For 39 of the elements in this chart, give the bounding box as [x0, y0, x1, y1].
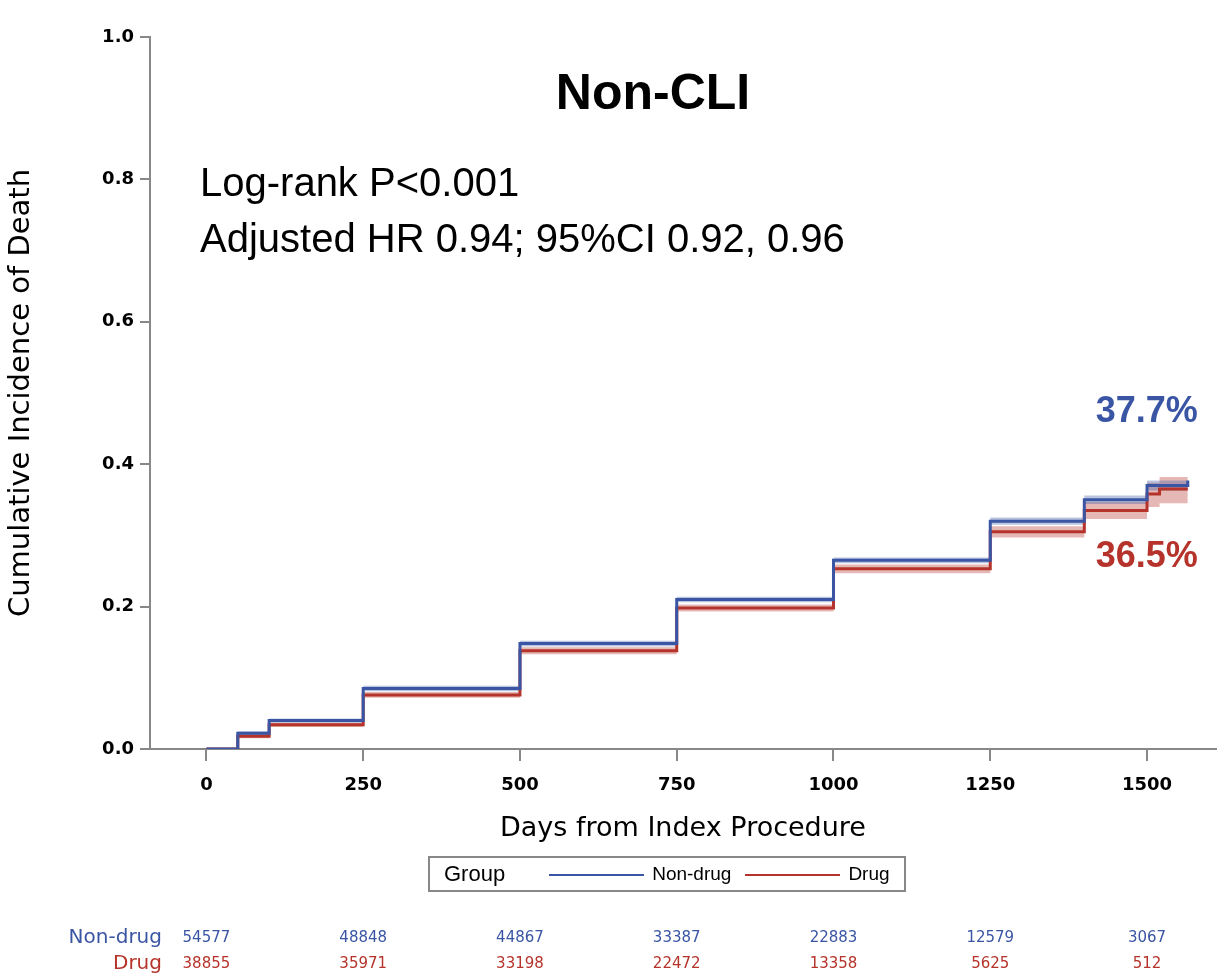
- text: 33387: [652, 927, 701, 946]
- text: 48848: [339, 927, 388, 946]
- x-tick-label: 1250: [965, 773, 1016, 795]
- text: Non-CLI: [555, 63, 751, 120]
- legend-label: Non-drug: [651, 863, 732, 885]
- y-tick-label: 0.0: [102, 736, 134, 758]
- y-tick-label: 0.6: [102, 309, 134, 331]
- text: 3067: [1127, 927, 1167, 946]
- x-tick-label: 750: [657, 773, 696, 795]
- text: 54577: [182, 927, 231, 946]
- text: 35971: [339, 953, 388, 972]
- y-tick-label: 0.2: [102, 594, 134, 616]
- y-tick-label: 1.0: [102, 24, 134, 46]
- y-axis-title: Cumulative Incidence of Death: [1, 168, 36, 618]
- y-tick-label: 0.4: [102, 451, 134, 473]
- legend-title: Group: [444, 861, 506, 887]
- y-tick-label: 0.8: [102, 167, 134, 189]
- text: 12579: [966, 927, 1015, 946]
- text: 22883: [809, 927, 858, 946]
- x-tick-label: 1000: [808, 773, 859, 795]
- text: 512: [1132, 953, 1162, 972]
- text: Drug: [113, 950, 162, 975]
- x-tick-label: 250: [344, 773, 382, 795]
- text: 44867: [496, 927, 544, 946]
- annotation: Adjusted HR 0.94; 95%CI 0.92, 0.96: [200, 216, 845, 261]
- data-label: 37.7%: [1095, 389, 1198, 431]
- x-tick-label: 0: [200, 773, 213, 795]
- data-label: 36.5%: [1095, 534, 1198, 576]
- annotation: Log-rank P<0.001: [200, 160, 520, 205]
- text: 22472: [652, 953, 701, 972]
- text: 33198: [496, 953, 544, 972]
- legend-label: Drug: [847, 863, 890, 885]
- x-axis-title: Days from Index Procedure: [500, 810, 866, 842]
- text: Non-drug: [68, 924, 162, 949]
- x-tick-label: 500: [501, 773, 539, 795]
- text: 38855: [182, 953, 231, 972]
- text: 13358: [809, 953, 858, 972]
- text: 5625: [971, 953, 1010, 972]
- x-tick-label: 1500: [1121, 773, 1173, 795]
